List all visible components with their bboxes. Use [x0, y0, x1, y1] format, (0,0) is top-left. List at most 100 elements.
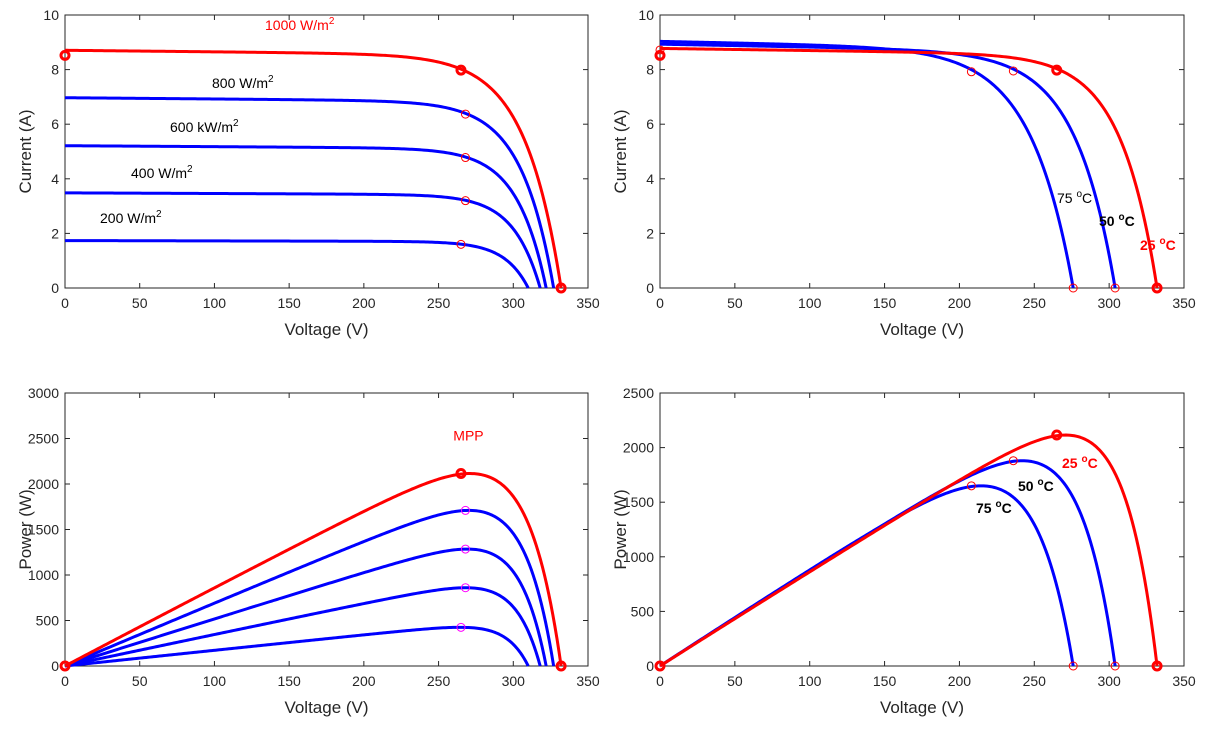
y-tick-label: 2 — [646, 225, 654, 241]
series-line — [65, 239, 530, 289]
y-tick-label: 500 — [36, 613, 60, 629]
x-tick-label: 350 — [576, 673, 600, 689]
x-tick-label: 100 — [798, 673, 822, 689]
series-label: 75 oC — [976, 499, 1012, 516]
series-line — [659, 46, 1159, 289]
series-line — [64, 96, 556, 289]
end-marker — [1068, 283, 1078, 293]
y-tick-label: 2000 — [28, 476, 59, 492]
mpp-marker — [456, 622, 466, 632]
mpp-marker — [455, 64, 467, 76]
series-label: 1000 W/m2 — [265, 16, 335, 33]
end-marker — [555, 660, 567, 672]
y-tick-label: 2 — [51, 225, 59, 241]
x-tick-label: 50 — [132, 295, 148, 311]
y-tick-label: 3000 — [28, 385, 59, 401]
y-axis-title: Power (W) — [611, 489, 630, 569]
x-tick-label: 300 — [1097, 673, 1121, 689]
series-label: 75 oC — [1057, 189, 1092, 206]
chart-pv_temperature: 0 50 100 150 200 250 300 350 0 500 1000 1500 2000 250… — [611, 385, 1196, 717]
x-tick-label: 100 — [798, 295, 822, 311]
series-line — [659, 433, 1159, 668]
x-tick-label: 150 — [873, 295, 897, 311]
x-tick-label: 50 — [727, 673, 743, 689]
y-tick-label: 0 — [646, 280, 654, 296]
end-marker — [1110, 283, 1120, 293]
y-tick-label: 0 — [51, 280, 59, 296]
y-tick-label: 8 — [646, 62, 654, 78]
x-tick-label: 250 — [1023, 295, 1047, 311]
x-tick-label: 300 — [1097, 295, 1121, 311]
series-line — [64, 48, 563, 289]
x-tick-label: 250 — [427, 673, 451, 689]
x-tick-label: 250 — [1023, 673, 1047, 689]
series-label: 800 W/m2 — [212, 74, 274, 91]
x-tick-label: 150 — [277, 295, 301, 311]
x-tick-label: 200 — [352, 295, 376, 311]
y-tick-label: 1000 — [28, 567, 59, 583]
mpp-marker — [460, 505, 470, 515]
y-tick-label: 10 — [43, 7, 59, 23]
y-tick-label: 500 — [631, 603, 655, 619]
series-label: 400 W/m2 — [131, 164, 193, 181]
y-tick-label: 1500 — [623, 494, 654, 510]
series-line — [64, 508, 556, 668]
x-tick-label: 200 — [352, 673, 376, 689]
x-tick-label: 250 — [427, 295, 451, 311]
x-tick-label: 300 — [502, 673, 526, 689]
x-tick-label: 350 — [1172, 295, 1196, 311]
x-tick-label: 0 — [656, 295, 664, 311]
x-tick-label: 0 — [61, 295, 69, 311]
series-label: 25 oC — [1062, 454, 1098, 471]
series-line — [64, 191, 542, 289]
chart-pv_irradiance: 0 50 100 150 200 250 300 350 0 500 1000 1500 2000 250… — [16, 385, 600, 717]
mpp-marker — [460, 544, 470, 554]
y-tick-label: 2000 — [623, 440, 654, 456]
x-tick-label: 350 — [576, 295, 600, 311]
x-tick-label: 100 — [203, 673, 227, 689]
series-line — [64, 472, 563, 668]
x-tick-label: 200 — [948, 673, 972, 689]
start-marker — [654, 660, 666, 672]
mpp-marker — [456, 239, 466, 249]
series-line — [659, 39, 1075, 289]
chart-iv_irradiance: 0 50 100 150 200 250 300 350 0 2 4 6 8 10 Voltage (V) C… — [16, 7, 600, 339]
x-tick-label: 200 — [948, 295, 972, 311]
x-tick-label: 150 — [873, 673, 897, 689]
series-label: 25 oC — [1140, 236, 1176, 253]
end-marker — [555, 282, 567, 294]
end-marker — [1151, 282, 1163, 294]
y-tick-label: 6 — [646, 116, 654, 132]
mpp-marker — [1008, 456, 1018, 466]
y-tick-label: 6 — [51, 116, 59, 132]
mpp-marker — [455, 468, 467, 480]
y-tick-label: 1500 — [28, 522, 59, 538]
x-axis-title: Voltage (V) — [284, 320, 368, 339]
mpp-marker — [460, 196, 470, 206]
end-marker — [1110, 661, 1120, 671]
series-line — [64, 547, 548, 668]
annotation-label: MPP — [453, 427, 483, 443]
x-axis-title: Voltage (V) — [880, 320, 964, 339]
x-tick-label: 50 — [132, 673, 148, 689]
y-tick-label: 4 — [646, 171, 654, 187]
y-tick-label: 2500 — [623, 385, 654, 401]
y-axis-title: Current (A) — [16, 109, 35, 193]
series-label: 50 oC — [1018, 477, 1054, 494]
mpp-marker — [460, 109, 470, 119]
x-tick-label: 100 — [203, 295, 227, 311]
x-axis-title: Voltage (V) — [880, 698, 964, 717]
series-label: 200 W/m2 — [100, 209, 162, 226]
series-line — [64, 625, 530, 668]
x-axis-title: Voltage (V) — [284, 698, 368, 717]
mpp-marker — [1051, 429, 1063, 441]
end-marker — [1151, 660, 1163, 672]
y-axis-title: Power (W) — [16, 489, 35, 569]
start-marker — [654, 49, 666, 61]
mpp-marker — [460, 583, 470, 593]
y-tick-label: 8 — [51, 62, 59, 78]
mpp-marker — [1051, 64, 1063, 76]
y-tick-label: 2500 — [28, 431, 59, 447]
y-tick-label: 1000 — [623, 549, 654, 565]
